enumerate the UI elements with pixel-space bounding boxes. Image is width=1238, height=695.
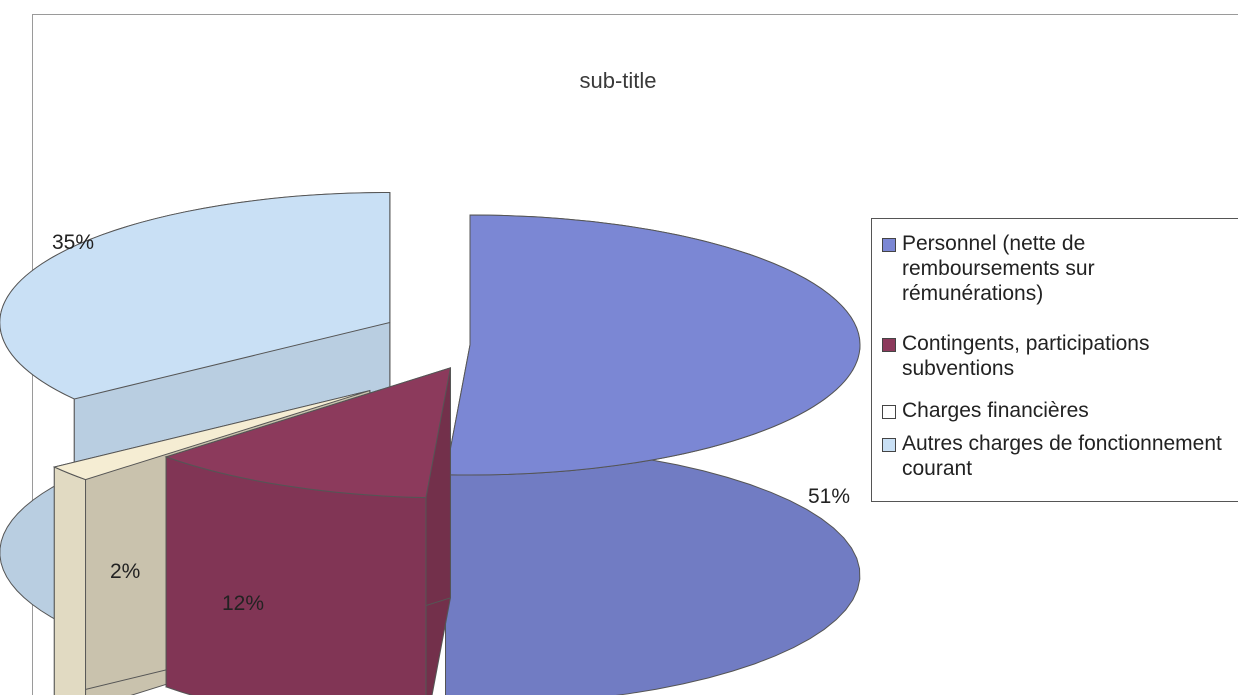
legend-item-autres-charges: Autres charges de fonctionnement courant [882, 431, 1232, 481]
pie-slice-personnel [444, 214, 861, 695]
data-label-charges-financieres: 2% [110, 560, 140, 583]
pie-slices [0, 192, 861, 695]
legend-item-personnel: Personnel (nette de remboursements sur r… [882, 231, 1232, 306]
legend-label-personnel: Personnel (nette de remboursements sur r… [902, 232, 1095, 305]
pie-chart: 51% 12% 2% 35% [0, 192, 861, 695]
chart-subtitle: sub-title [579, 68, 657, 93]
legend-swatch-contingents [882, 338, 896, 352]
data-label-autres-charges: 35% [52, 231, 94, 254]
legend-item-charges-financieres: Charges financières [882, 398, 1232, 423]
pie-data-labels: 51% 12% 2% 35% [52, 231, 850, 615]
data-label-contingents: 12% [222, 592, 264, 615]
legend-label-contingents: Contingents, participations subventions [902, 332, 1150, 380]
legend-label-autres-charges: Autres charges de fonctionnement courant [902, 432, 1222, 480]
legend-swatch-charges-financieres [882, 405, 896, 419]
legend-swatch-personnel [882, 238, 896, 252]
chart-legend: Personnel (nette de remboursements sur r… [871, 218, 1238, 502]
legend-swatch-autres-charges [882, 438, 896, 452]
data-label-personnel: 51% [808, 485, 850, 508]
legend-label-charges-financieres: Charges financières [902, 399, 1089, 422]
legend-item-contingents: Contingents, participations subventions [882, 331, 1232, 381]
pie-slice-contingents [164, 367, 452, 695]
